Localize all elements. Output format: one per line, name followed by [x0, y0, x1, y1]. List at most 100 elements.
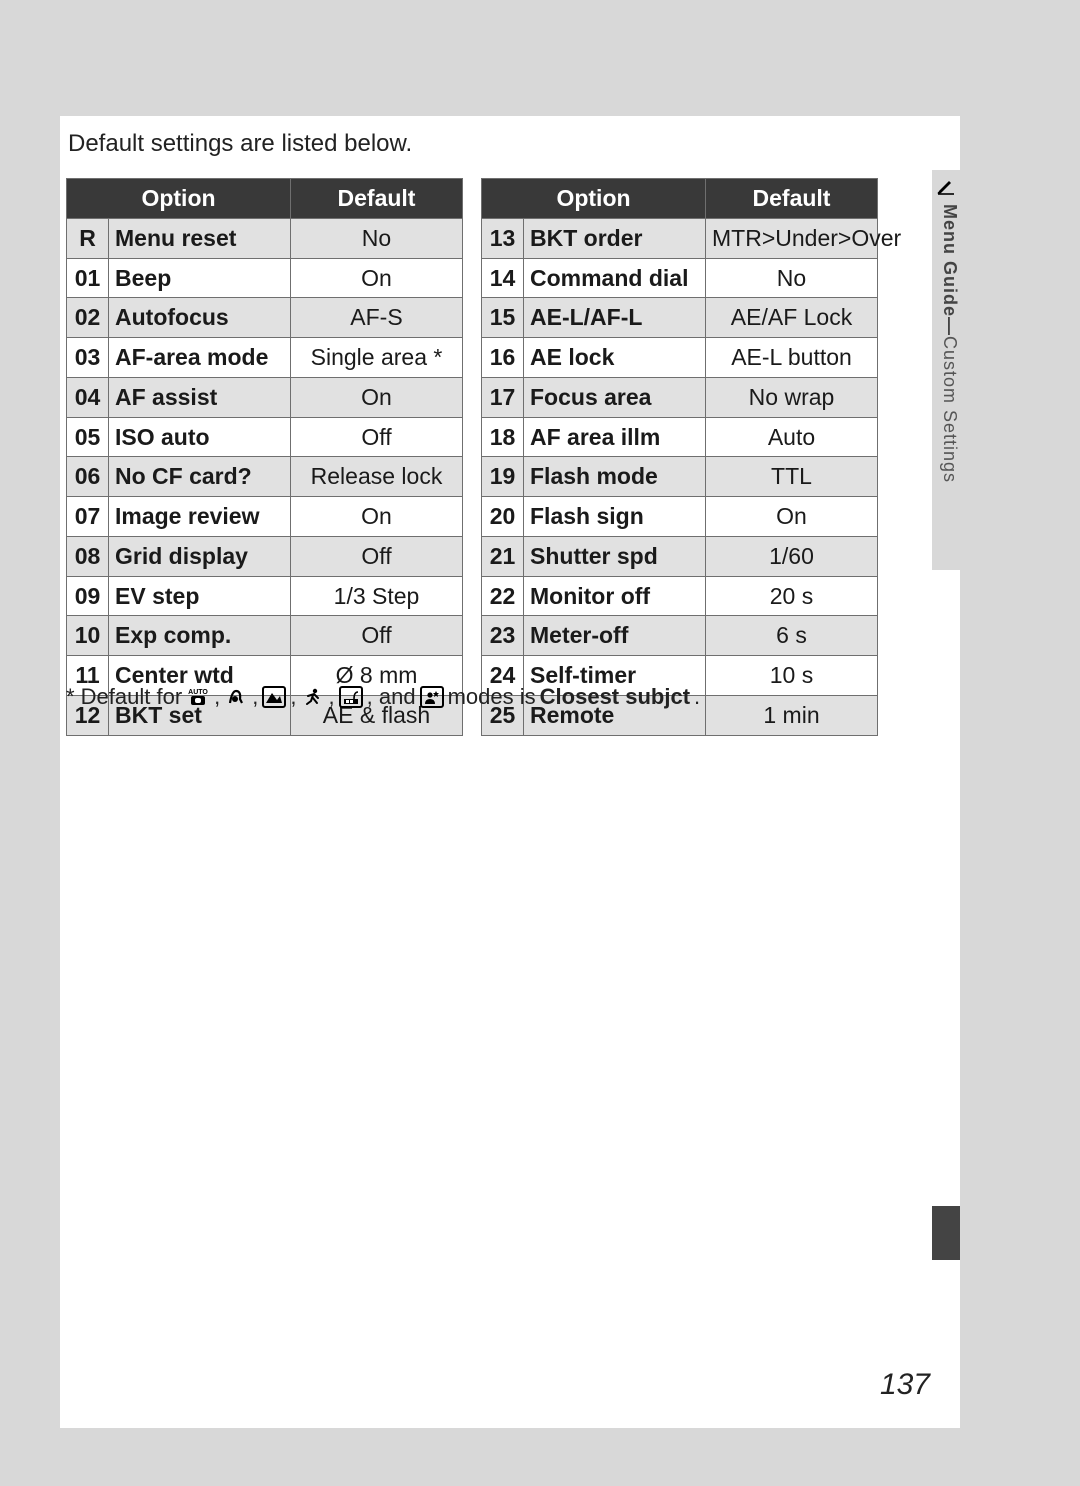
row-num: 04 [67, 377, 109, 417]
row-default: MTR>Under>Over [706, 218, 878, 258]
row-option: Image review [109, 497, 291, 537]
row-default: 1/60 [706, 536, 878, 576]
row-default: Off [291, 536, 463, 576]
mode-landscape-icon [262, 686, 286, 708]
table-row: 04AF assistOn [67, 377, 463, 417]
row-default: 1 min [706, 695, 878, 735]
side-marker [932, 1206, 960, 1260]
settings-table-right: Option Default 13BKT orderMTR>Under>Over… [481, 178, 878, 736]
row-default: Off [291, 417, 463, 457]
table-row: 14Command dialNo [482, 258, 878, 298]
mode-sports-icon [301, 686, 325, 708]
row-num: 13 [482, 218, 524, 258]
table-row: 18AF area illmAuto [482, 417, 878, 457]
table-row: 22Monitor off20 s [482, 576, 878, 616]
row-option: Beep [109, 258, 291, 298]
col-header-default: Default [706, 179, 878, 219]
row-default: AE/AF Lock [706, 298, 878, 338]
row-option: Autofocus [109, 298, 291, 338]
row-default: AF-S [291, 298, 463, 338]
table-row: 16AE lockAE-L button [482, 338, 878, 378]
table-row: 05ISO autoOff [67, 417, 463, 457]
row-option: AF-area mode [109, 338, 291, 378]
table-header-row: Option Default [482, 179, 878, 219]
table-row: 03AF-area modeSingle area * [67, 338, 463, 378]
row-option: EV step [109, 576, 291, 616]
intro-text: Default settings are listed below. [68, 130, 412, 158]
row-num: 05 [67, 417, 109, 457]
page-number: 137 [880, 1368, 930, 1402]
svg-text:AUTO: AUTO [188, 689, 208, 696]
table-row: 02AutofocusAF-S [67, 298, 463, 338]
row-option: Shutter spd [524, 536, 706, 576]
row-option: Grid display [109, 536, 291, 576]
row-option: Menu reset [109, 218, 291, 258]
row-num: 17 [482, 377, 524, 417]
row-option: Meter-off [524, 616, 706, 656]
row-num: 07 [67, 497, 109, 537]
row-option: Command dial [524, 258, 706, 298]
footnote-suffix: . [694, 684, 700, 710]
mode-night-portrait-icon [420, 686, 444, 708]
row-num: 21 [482, 536, 524, 576]
side-tab-text: Menu Guide—Custom Settings [932, 204, 960, 483]
table-row: 10Exp comp.Off [67, 616, 463, 656]
table-row: 20Flash signOn [482, 497, 878, 537]
table-header-row: Option Default [67, 179, 463, 219]
row-default: Auto [706, 417, 878, 457]
row-num: 02 [67, 298, 109, 338]
table-row: 19Flash modeTTL [482, 457, 878, 497]
row-default: TTL [706, 457, 878, 497]
row-num: 23 [482, 616, 524, 656]
mode-closeup-icon [339, 686, 363, 708]
mode-portrait-icon [224, 686, 248, 708]
row-num: 22 [482, 576, 524, 616]
row-default: No [291, 218, 463, 258]
row-default: On [291, 377, 463, 417]
row-option: BKT order [524, 218, 706, 258]
row-num: 01 [67, 258, 109, 298]
row-num: 08 [67, 536, 109, 576]
footnote-prefix: * Default for [66, 684, 182, 710]
row-default: On [291, 258, 463, 298]
col-header-option: Option [67, 179, 291, 219]
row-option: AE-L/AF-L [524, 298, 706, 338]
row-num: 14 [482, 258, 524, 298]
row-option: ISO auto [109, 417, 291, 457]
manual-page: Default settings are listed below. Optio… [60, 116, 960, 1428]
row-default: 1/3 Step [291, 576, 463, 616]
pencil-icon [935, 174, 957, 196]
col-header-default: Default [291, 179, 463, 219]
footnote-middle: modes is [448, 684, 536, 710]
row-default: 20 s [706, 576, 878, 616]
row-num: 18 [482, 417, 524, 457]
tables-container: Option Default RMenu resetNo01BeepOn02Au… [66, 178, 870, 736]
table-row: 07Image reviewOn [67, 497, 463, 537]
row-default: No [706, 258, 878, 298]
row-default: 10 s [706, 656, 878, 696]
row-default: 6 s [706, 616, 878, 656]
row-default: On [291, 497, 463, 537]
side-tab: Menu Guide—Custom Settings [932, 170, 960, 570]
row-default: No wrap [706, 377, 878, 417]
row-num: 09 [67, 576, 109, 616]
row-default: Release lock [291, 457, 463, 497]
row-num: 16 [482, 338, 524, 378]
row-default: Off [291, 616, 463, 656]
row-num: 20 [482, 497, 524, 537]
row-num: R [67, 218, 109, 258]
table-row: 08Grid displayOff [67, 536, 463, 576]
row-option: Focus area [524, 377, 706, 417]
row-option: Flash sign [524, 497, 706, 537]
footnote-bold: Closest subjct [540, 684, 690, 710]
col-header-option: Option [482, 179, 706, 219]
settings-table-left: Option Default RMenu resetNo01BeepOn02Au… [66, 178, 463, 736]
row-default: AE-L button [706, 338, 878, 378]
table-row: 13BKT orderMTR>Under>Over [482, 218, 878, 258]
row-num: 10 [67, 616, 109, 656]
table-row: 21Shutter spd1/60 [482, 536, 878, 576]
row-option: AF area illm [524, 417, 706, 457]
row-option: AE lock [524, 338, 706, 378]
row-option: No CF card? [109, 457, 291, 497]
row-default: Single area * [291, 338, 463, 378]
